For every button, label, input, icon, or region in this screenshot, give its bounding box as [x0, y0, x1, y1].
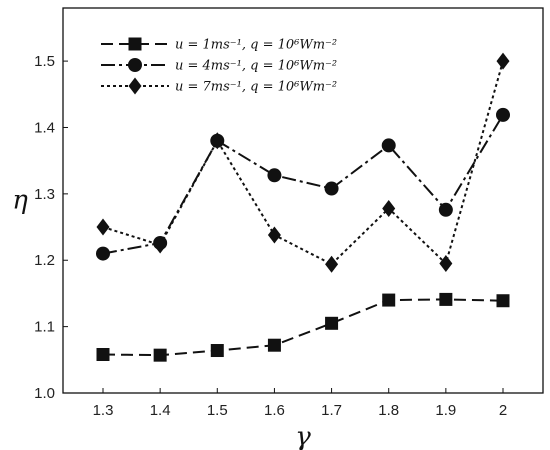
- series-layer: [96, 52, 510, 362]
- series-2: [96, 107, 510, 261]
- data-point: [96, 348, 110, 361]
- x-tick-label: 1.6: [264, 402, 285, 419]
- y-tick-label: 1.0: [34, 385, 55, 402]
- data-point: [381, 138, 396, 153]
- data-point: [325, 316, 339, 330]
- series-3: [96, 52, 510, 273]
- x-tick-label: 1.5: [207, 402, 228, 419]
- data-point: [382, 293, 396, 307]
- data-point: [496, 107, 510, 122]
- series-line: [102, 114, 504, 255]
- x-tick-label: 1.9: [435, 402, 456, 419]
- legend-label: u = 1ms⁻¹, q = 10⁶Wm⁻²: [175, 38, 337, 53]
- plot-frame: [62, 7, 544, 394]
- data-point: [210, 344, 224, 358]
- data-point: [153, 348, 167, 362]
- data-point: [325, 255, 339, 273]
- legend-label: u = 7ms⁻¹, q = 10⁶Wm⁻²: [175, 80, 337, 95]
- legend-marker: [128, 77, 142, 95]
- legend-marker: [128, 58, 142, 72]
- data-point: [439, 255, 453, 273]
- data-point: [382, 199, 396, 217]
- legend-marker: [128, 37, 142, 51]
- data-point: [324, 181, 339, 196]
- axis-ticks: 1.3 1.4 1.5 1.6 1.7 1.8 1.9 2 1.0 1.1 1.2 1.3 1.4 1.5: [34, 53, 507, 419]
- series-line: [102, 60, 504, 266]
- data-point: [267, 168, 282, 183]
- legend-entry: u = 7ms⁻¹, q = 10⁶Wm⁻²: [101, 77, 337, 95]
- x-tick-label: 1.4: [150, 402, 171, 419]
- data-point: [267, 226, 281, 244]
- x-tick-label: 1.7: [321, 402, 342, 419]
- y-tick-label: 1.1: [34, 319, 55, 336]
- y-axis-label: η: [12, 186, 28, 216]
- x-axis-label: γ: [295, 422, 311, 450]
- y-tick-label: 1.2: [34, 252, 55, 269]
- y-tick-label: 1.3: [34, 186, 55, 203]
- y-tick-label: 1.4: [34, 119, 55, 136]
- series-1: [96, 292, 510, 362]
- data-point: [96, 218, 110, 236]
- data-point: [267, 338, 281, 352]
- legend-label: u = 4ms⁻¹, q = 10⁶Wm⁻²: [175, 59, 337, 74]
- y-tick-label: 1.5: [34, 53, 55, 70]
- data-point: [496, 294, 510, 308]
- data-point: [438, 202, 453, 217]
- data-point: [496, 52, 510, 70]
- x-tick-label: 1.8: [378, 402, 399, 419]
- data-point: [210, 132, 224, 150]
- legend-entry: u = 1ms⁻¹, q = 10⁶Wm⁻²: [101, 37, 337, 53]
- x-tick-label: 1.3: [93, 402, 114, 419]
- x-tick-label: 2: [499, 402, 507, 419]
- data-point: [439, 292, 453, 306]
- legend: u = 1ms⁻¹, q = 10⁶Wm⁻² u = 4ms⁻¹, q = 10⁶…: [101, 37, 337, 95]
- data-point: [153, 236, 167, 254]
- series-line: [102, 298, 504, 357]
- legend-entry: u = 4ms⁻¹, q = 10⁶Wm⁻²: [101, 58, 337, 74]
- data-point: [96, 246, 110, 261]
